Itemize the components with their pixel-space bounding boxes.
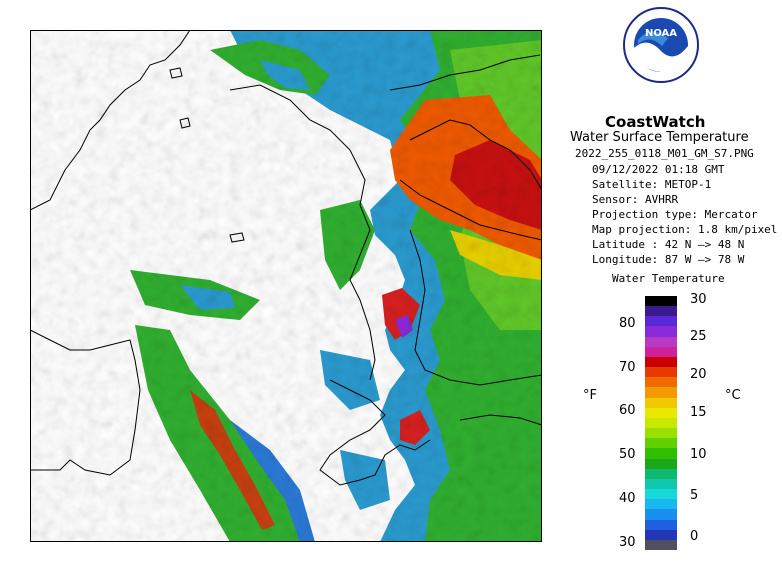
michigan-thumb-coast — [319, 379, 431, 486]
color-swatch — [645, 417, 677, 429]
fahrenheit-tick-label: 80 — [619, 316, 636, 331]
small-island-1 — [179, 117, 191, 129]
celsius-tick-label: 30 — [690, 292, 707, 307]
color-swatch — [645, 367, 677, 378]
color-swatch — [645, 316, 677, 327]
celsius-tick-label: 25 — [690, 329, 707, 344]
georgian-bay-coast — [389, 54, 542, 241]
coastlines — [30, 30, 542, 486]
color-swatch — [645, 407, 677, 419]
color-swatch — [645, 509, 677, 521]
legend-title: Water Temperature — [612, 272, 725, 285]
celsius-tick-label: 15 — [690, 405, 707, 420]
color-swatch — [645, 539, 677, 551]
color-swatch — [645, 377, 677, 388]
ontario-coast — [409, 229, 542, 426]
date-time: 09/12/2022 01:18 GMT — [592, 163, 725, 176]
celsius-tick-label: 0 — [690, 529, 699, 544]
logo-text: NOAA — [645, 28, 677, 39]
lake-huron-west-coast — [229, 84, 376, 381]
product-subtitle: Water Surface Temperature — [570, 130, 749, 145]
color-swatch — [645, 458, 677, 470]
satellite: Satellite: METOP-1 — [592, 178, 712, 191]
noaa-logo: NOAA — [623, 7, 699, 83]
color-swatch — [645, 387, 677, 399]
color-swatch — [645, 428, 677, 439]
sst-map — [30, 30, 542, 542]
color-swatch — [645, 356, 677, 368]
fahrenheit-tick-label: 40 — [619, 491, 636, 506]
map-projection: Map projection: 1.8 km/pixel — [592, 223, 778, 236]
small-island-3 — [169, 67, 183, 79]
color-scale-bar — [645, 296, 677, 551]
small-island-2 — [229, 232, 245, 243]
color-swatch — [645, 468, 677, 480]
fahrenheit-unit: °F — [583, 388, 597, 403]
color-swatch — [645, 529, 677, 541]
color-swatch — [645, 306, 677, 317]
fahrenheit-tick-label: 30 — [619, 535, 636, 550]
celsius-tick-label: 20 — [690, 367, 707, 382]
brand-title: CoastWatch — [605, 113, 706, 131]
fahrenheit-tick-label: 60 — [619, 403, 636, 418]
color-swatch — [645, 478, 677, 490]
lake-michigan-coast — [30, 30, 191, 476]
color-swatch — [645, 489, 677, 500]
sensor: Sensor: AVHRR — [592, 193, 679, 206]
color-swatch — [645, 336, 677, 348]
latitude: Latitude : 42 N –> 48 N — [592, 238, 745, 251]
info-panel: NOAA CoastWatch Water Surface Temperatur… — [555, 0, 778, 572]
fahrenheit-tick-label: 70 — [619, 360, 636, 375]
color-swatch — [645, 296, 677, 307]
celsius-unit: °C — [725, 388, 741, 403]
color-swatch — [645, 326, 677, 338]
celsius-tick-label: 5 — [690, 488, 699, 503]
fahrenheit-tick-label: 50 — [619, 447, 636, 462]
color-swatch — [645, 397, 677, 409]
color-swatch — [645, 499, 677, 510]
filename: 2022_255_0118_M01_GM_S7.PNG — [575, 147, 754, 160]
celsius-tick-label: 10 — [690, 447, 707, 462]
longitude: Longitude: 87 W –> 78 W — [592, 253, 745, 266]
color-swatch — [645, 346, 677, 358]
color-swatch — [645, 438, 677, 449]
projection-type: Projection type: Mercator — [592, 208, 758, 221]
color-swatch — [645, 448, 677, 460]
color-swatch — [645, 519, 677, 531]
